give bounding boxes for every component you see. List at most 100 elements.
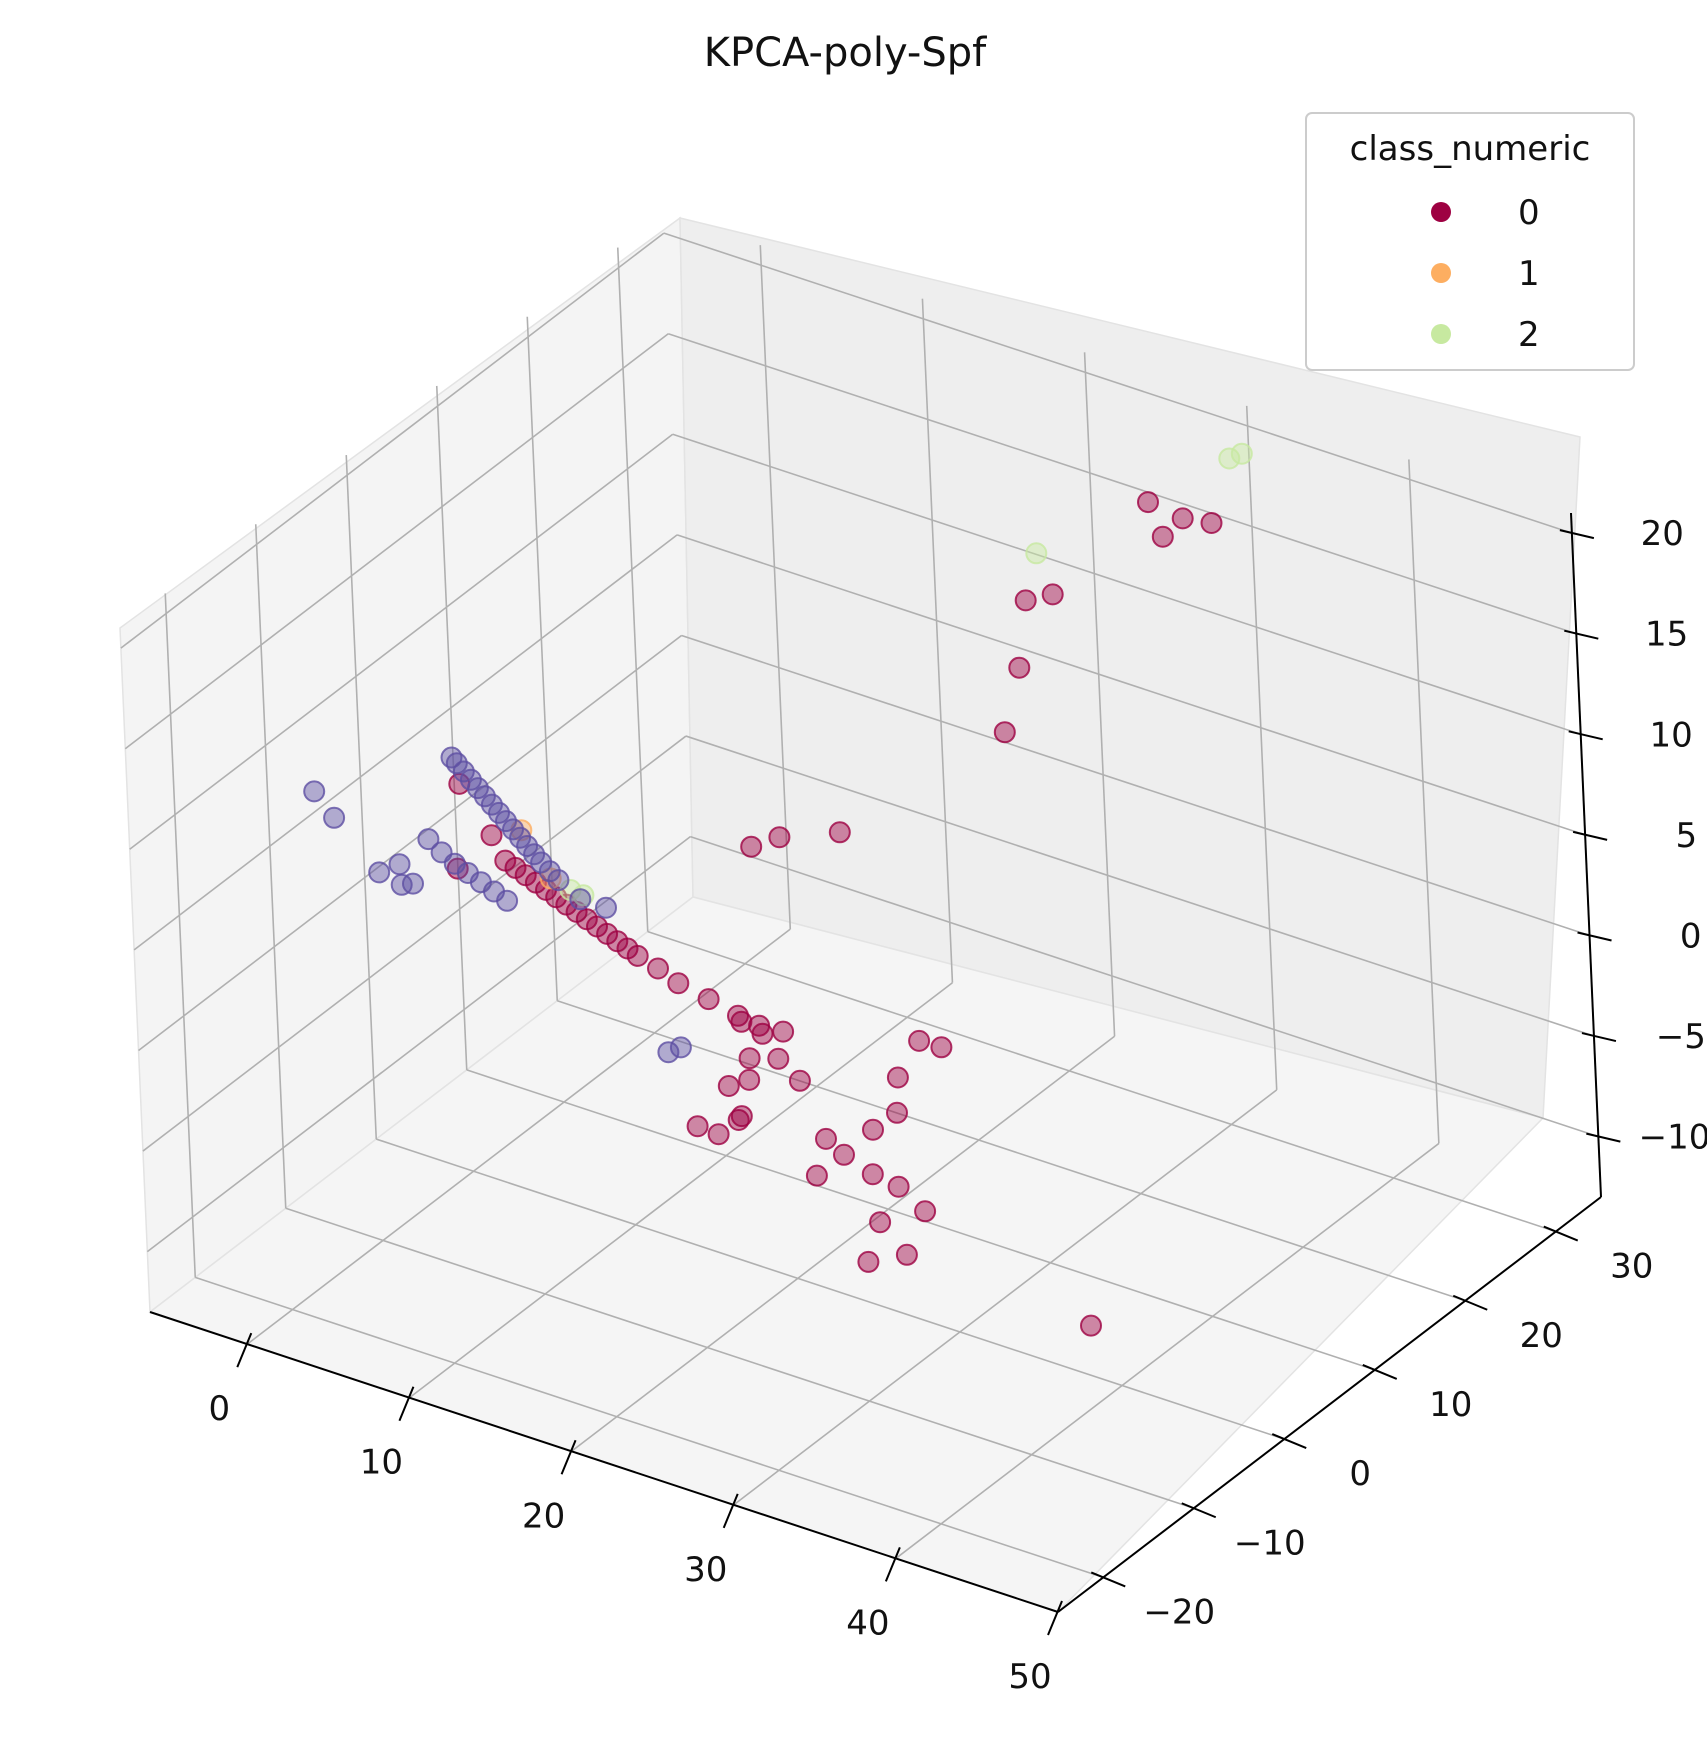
z-tick-1	[1581, 1032, 1617, 1043]
y-tick-label-4: 20	[1520, 1316, 1563, 1356]
point-class-0-57	[1151, 525, 1174, 548]
point-class-0-23	[751, 1022, 774, 1045]
point-class-3-28	[390, 873, 413, 896]
x-tick-4	[884, 1547, 901, 1582]
y-tick-label-0: −20	[1143, 1592, 1215, 1632]
grid-z-back-4	[672, 433, 1581, 736]
point-class-0-53	[1008, 656, 1031, 679]
point-class-0-30	[686, 1115, 709, 1138]
point-class-3-30	[569, 888, 592, 911]
point-class-0-40	[805, 1164, 828, 1187]
y-tick-4	[1452, 1294, 1488, 1311]
point-class-0-56	[1137, 491, 1159, 514]
point-class-0-50	[768, 826, 791, 849]
grid-x-floor-2	[571, 1035, 1116, 1452]
z-tick-label-3: 5	[1675, 816, 1697, 856]
point-class-0-42	[887, 1175, 910, 1198]
grid-z-back-2	[681, 634, 1590, 937]
point-class-3-16	[417, 828, 440, 851]
x-tick-label-3: 30	[684, 1550, 727, 1590]
point-class-3-15	[547, 869, 570, 892]
z-tick-label-0: −10	[1639, 1118, 1707, 1158]
grid-z-back-1	[685, 735, 1595, 1037]
point-class-3-32	[669, 1036, 692, 1059]
grid-x-floor-0	[246, 928, 791, 1345]
grid-z-left-1	[142, 735, 687, 1152]
x-tick-0	[236, 1332, 253, 1368]
point-class-0-41	[861, 1163, 884, 1186]
y-tick-0	[1090, 1571, 1126, 1588]
z-axis-line	[1570, 512, 1602, 1198]
grid-lines	[120, 232, 1602, 1613]
legend-label-0: 0	[1518, 193, 1540, 233]
point-class-0-39	[862, 1118, 884, 1141]
y-tick-label-2: 0	[1349, 1454, 1371, 1494]
point-class-0-29	[738, 1068, 761, 1091]
scatter-points	[303, 442, 1253, 1337]
grid-z-left-5	[124, 333, 669, 750]
point-class-2-4	[1230, 442, 1253, 465]
point-class-3-25	[402, 872, 424, 895]
point-class-3-14	[538, 860, 561, 883]
grid-y-floor-1	[285, 1207, 1195, 1510]
point-class-0-25	[738, 1047, 761, 1070]
grid-z-back-3	[676, 534, 1586, 836]
legend-marker-1	[1431, 263, 1451, 283]
y-axis-line	[1057, 1196, 1602, 1613]
grid-z-back-5	[668, 332, 1577, 635]
point-class-0-46	[895, 1243, 918, 1266]
point-class-2-3	[1218, 447, 1241, 470]
y-tick-label-1: −10	[1234, 1523, 1306, 1563]
point-class-3-31	[657, 1041, 680, 1064]
z-tick-0	[1586, 1132, 1621, 1143]
point-class-0-44	[914, 1200, 937, 1223]
point-class-0-27	[717, 1075, 740, 1097]
x-tick-2	[560, 1439, 577, 1475]
z-tick-6	[1559, 529, 1595, 540]
point-class-0-35	[930, 1036, 953, 1059]
grid-x-back-1	[921, 298, 954, 983]
point-class-0-47	[857, 1250, 880, 1273]
y-tick-5	[1543, 1225, 1579, 1242]
y-tick-3	[1362, 1363, 1398, 1380]
point-class-3-23	[368, 861, 391, 884]
point-class-3-24	[388, 853, 411, 876]
z-tick-label-4: 10	[1649, 715, 1692, 755]
grid-y-left-5	[616, 247, 649, 932]
grid-x-back-0	[759, 245, 792, 930]
z-tick-5	[1564, 629, 1599, 640]
point-class-0-36	[886, 1101, 908, 1124]
point-class-0-58	[1171, 507, 1194, 530]
x-tick-3	[722, 1493, 739, 1529]
point-class-0-24	[772, 1020, 795, 1043]
point-class-0-52	[993, 721, 1016, 744]
grid-x-back-4	[1408, 459, 1440, 1144]
grid-z-left-2	[138, 634, 683, 1052]
grid-y-left-1	[254, 524, 287, 1209]
legend-label-2: 2	[1518, 315, 1540, 355]
z-tick-4	[1568, 730, 1603, 741]
point-class-0-49	[740, 835, 763, 858]
point-class-0-14	[647, 957, 669, 980]
x-tick-1	[398, 1386, 415, 1422]
grid-y-left-3	[435, 385, 468, 1070]
point-class-3-26	[323, 806, 346, 829]
legend: class_numeric 0 1 2	[1305, 112, 1635, 371]
point-class-1-1	[539, 867, 562, 890]
z-tick-label-2: 0	[1680, 916, 1702, 956]
point-class-3-22	[496, 889, 519, 912]
grid-x-back-2	[1083, 352, 1116, 1037]
grid-z-left-3	[133, 534, 678, 951]
grid-z-back-6	[663, 232, 1573, 534]
grid-x-floor-3	[733, 1089, 1278, 1506]
y-tick-1	[1181, 1502, 1217, 1519]
legend-label-1: 1	[1518, 254, 1540, 294]
y-tick-label-3: 10	[1429, 1385, 1472, 1425]
point-class-0-15	[667, 972, 690, 995]
point-class-0-55	[1041, 583, 1064, 606]
point-class-0-43	[886, 1066, 909, 1089]
point-class-3-27	[303, 780, 326, 803]
legend-title: class_numeric	[1350, 129, 1591, 169]
grid-x-floor-4	[895, 1142, 1440, 1560]
point-class-0-16	[697, 988, 720, 1011]
